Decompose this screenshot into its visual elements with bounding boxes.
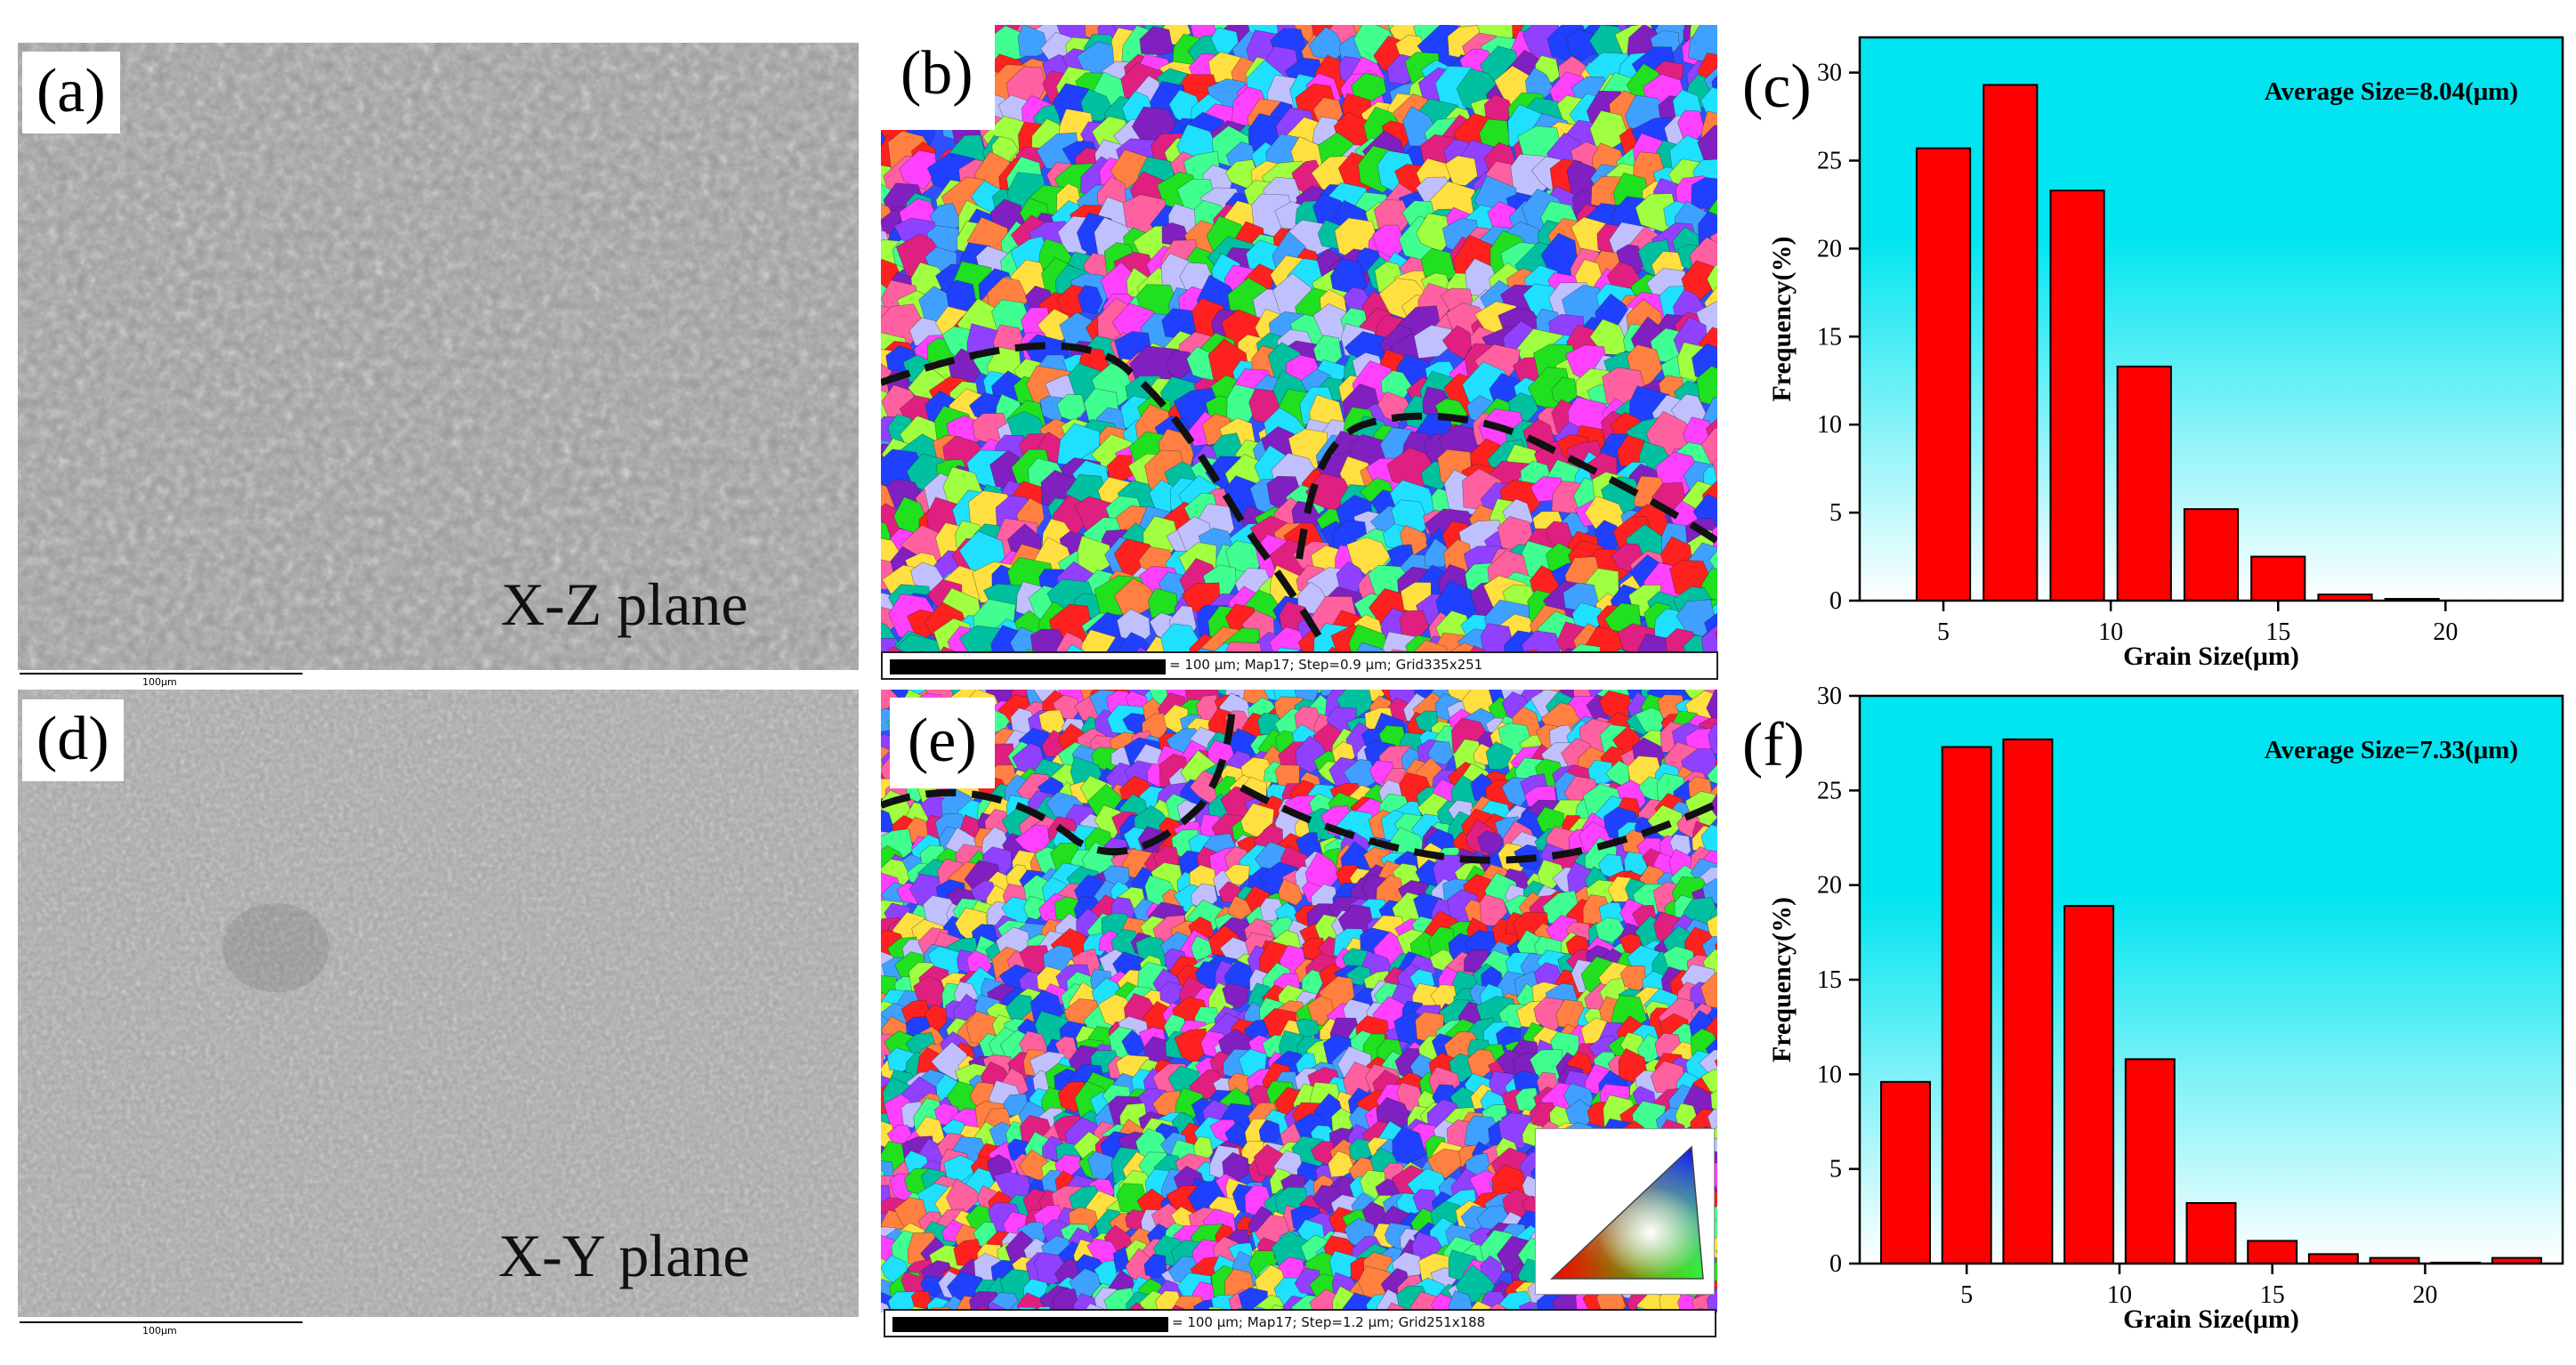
annotation-c: Average Size=8.04(μm) — [2265, 77, 2518, 106]
ytick-f-0: 0 — [1829, 1250, 1842, 1278]
ylabel-c: Frequency(%) — [1767, 236, 1797, 401]
bar-f-2 — [2002, 738, 2054, 1265]
xtick-f-5: 5 — [1960, 1281, 1973, 1309]
ipf-legend — [1535, 1128, 1715, 1295]
bar-c-4 — [2183, 508, 2240, 602]
ytick-f-10: 10 — [1817, 1061, 1842, 1088]
bar-f-3 — [2063, 905, 2115, 1264]
ytick-c-5: 5 — [1829, 499, 1842, 527]
xtick-c-5: 5 — [1937, 618, 1950, 646]
xtick-c-20: 20 — [2433, 618, 2458, 646]
bar-f-1 — [1941, 746, 1992, 1265]
plane-label-xz: X-Z plane — [501, 570, 748, 638]
bar-c-5 — [2250, 555, 2306, 602]
scale-text-a: 100μm — [142, 676, 177, 688]
ytick-c-10: 10 — [1817, 411, 1842, 439]
scale-bar-d — [20, 1321, 303, 1323]
bar-f-6 — [2247, 1240, 2298, 1264]
ytick-c-20: 20 — [1817, 235, 1842, 262]
ylabel-f: Frequency(%) — [1767, 897, 1797, 1062]
bar-f-7 — [2307, 1253, 2359, 1264]
panel-label-a: (a) — [22, 52, 120, 133]
ytick-c-25: 25 — [1817, 147, 1842, 174]
chart-c: 0 5 10 15 20 25 30 5 10 15 20 Grain Size(μm) Frequen… — [1735, 27, 2572, 681]
panel-label-d: (d) — [22, 699, 124, 781]
chart-f: 0 5 10 15 20 25 30 5 10 15 20 Grain Size(μm) Frequen… — [1735, 682, 2572, 1344]
dashed-boundary-b — [881, 342, 1717, 650]
ytick-c-0: 0 — [1829, 587, 1842, 615]
plane-label-xy: X-Y plane — [498, 1222, 750, 1289]
ytick-c-15: 15 — [1817, 323, 1842, 351]
xtick-f-15: 15 — [2260, 1281, 2285, 1309]
bar-c-1 — [1982, 84, 2039, 602]
bar-f-4 — [2124, 1058, 2176, 1264]
ytick-f-20: 20 — [1817, 872, 1842, 900]
panel-label-b: (b) — [881, 25, 995, 130]
sem-image-xz — [18, 43, 859, 670]
xtick-f-10: 10 — [2107, 1281, 2132, 1309]
bar-c-2 — [2049, 190, 2105, 602]
ytick-f-30: 30 — [1817, 685, 1842, 710]
bar-f-0 — [1880, 1080, 1931, 1264]
xlabel-c: Grain Size(μm) — [2123, 642, 2299, 671]
panel-label-f: (f) — [1742, 711, 1805, 779]
bar-c-3 — [2116, 365, 2172, 602]
panel-label-c: (c) — [1742, 52, 1812, 121]
ebsd-scale-b: = 100 μm; Map17; Step=0.9 μm; Grid335x25… — [881, 651, 1718, 680]
scale-bar-a — [20, 673, 303, 674]
bar-f-5 — [2185, 1201, 2237, 1264]
xtick-f-20: 20 — [2412, 1281, 2437, 1309]
xlabel-f: Grain Size(μm) — [2123, 1304, 2299, 1334]
panel-label-e: (e) — [890, 698, 995, 788]
ytick-f-15: 15 — [1817, 966, 1842, 994]
ytick-c-30: 30 — [1817, 60, 1842, 87]
xtick-c-15: 15 — [2265, 618, 2290, 646]
dashed-boundary-e — [881, 707, 1717, 864]
sem-image-xy — [18, 690, 859, 1317]
ytick-f-5: 5 — [1829, 1156, 1842, 1183]
annotation-f: Average Size=7.33(μm) — [2265, 736, 2518, 764]
scale-text-d: 100μm — [142, 1325, 177, 1337]
bar-c-0 — [1915, 147, 1972, 602]
xtick-c-10: 10 — [2098, 618, 2123, 646]
ebsd-scale-e: = 100 μm; Map17; Step=1.2 μm; Grid251x18… — [884, 1309, 1716, 1337]
ytick-f-25: 25 — [1817, 777, 1842, 804]
